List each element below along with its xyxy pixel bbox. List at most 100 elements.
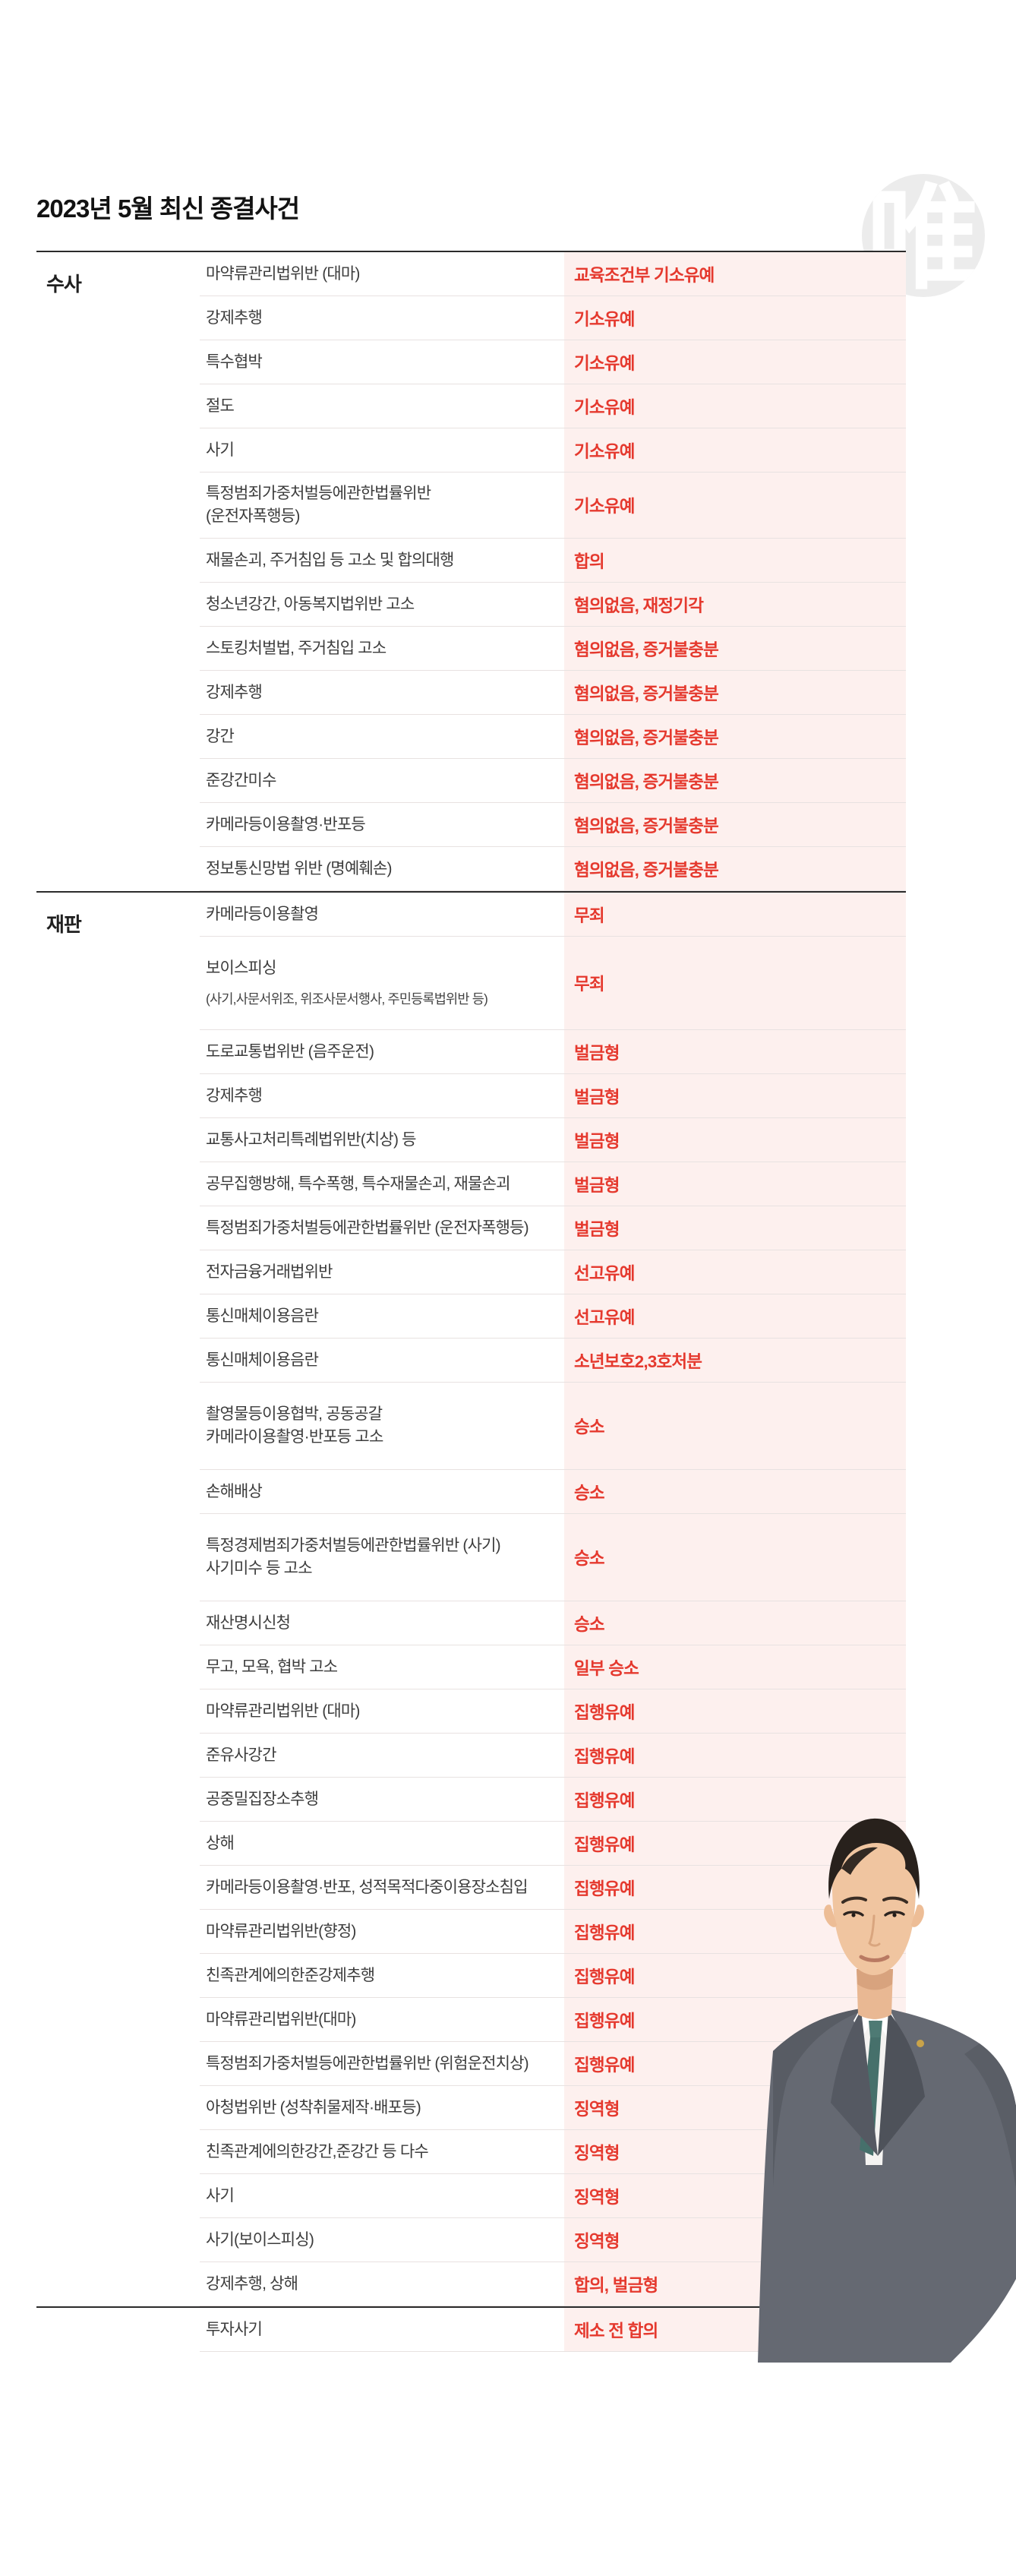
result-cell: 기소유예 [574,397,635,417]
case-cell: 공무집행방해, 특수폭행, 특수재물손괴, 재물손괴 [200,1163,564,1206]
result-cell: 승소 [574,1614,605,1634]
suit-lapel-right [878,2012,925,2156]
result-cell: 벌금형 [574,1175,620,1195]
case-row: 특수협박 기소유예 [200,340,906,384]
result-cell: 혐의없음, 증거불충분 [574,728,719,748]
case-row: 특정범죄가중처벌등에관한법률위반 (위험운전치상) 집행유예 [200,2042,906,2086]
case-row: 공무집행방해, 특수폭행, 특수재물손괴, 재물손괴 벌금형 [200,1162,906,1206]
case-line: 카메라등이용촬영·반포, 성적목적다중이용장소침입 [206,1878,529,1896]
case-line: 공중밀집장소추행 [206,1790,319,1808]
result-cell: 승소 [574,1549,605,1568]
result-cell: 혐의없음, 증거불충분 [574,772,719,792]
result-cell: 승소 [574,1418,605,1437]
case-cell: 통신매체이용음란 [200,1295,564,1338]
result-cell: 징역형 [574,2099,620,2119]
case-row: 무고, 모욕, 협박 고소 일부 승소 [200,1645,906,1689]
case-line: 특수협박 [206,352,263,371]
case-line: 마약류관리법위반 (대마) [206,264,360,283]
case-cell: 강제추행 [200,672,564,714]
case-row: 준유사강간 집행유예 [200,1734,906,1778]
result-cell: 제소 전 합의 [574,2321,658,2341]
case-row: 친족관계에의한강간,준강간 등 다수 징역형 [200,2130,906,2174]
case-line: 촬영물등이용협박, 공동공갈 [206,1405,383,1423]
result-cell: 집행유예 [574,1835,635,1854]
case-results-table: 수사 마약류관리법위반 (대마) 교육조건부 기소유예 강제추행 기소유예 특수… [36,251,906,2352]
case-line: 강제추행 [206,683,263,701]
case-line: 보이스피싱 [206,959,276,977]
case-row: 사기 기소유예 [200,428,906,473]
case-row: 준강간미수 혐의없음, 증거불충분 [200,759,906,803]
case-cell: 상해 [200,1822,564,1865]
case-cell: 마약류관리법위반(대마) [200,1999,564,2041]
case-row: 강제추행 벌금형 [200,1074,906,1118]
case-line: 사기(보이스피싱) [206,2230,314,2249]
case-line: 카메라등이용촬영·반포등 [206,815,366,833]
case-line: 사기미수 등 고소 [206,1560,313,1577]
case-cell: 강제추행 [200,297,564,340]
case-cell: 스토킹처벌법, 주거침입 고소 [200,627,564,670]
case-row: 손해배상 승소 [200,1470,906,1514]
case-line: 스토킹처벌법, 주거침입 고소 [206,639,387,657]
case-line: 통신매체이용음란 [206,1351,319,1369]
hair [828,1818,920,1899]
result-cell: 혐의없음, 증거불충분 [574,640,719,659]
result-cell: 합의, 벌금형 [574,2275,658,2295]
table-section: 재판 카메라등이용촬영 무죄 보이스피싱 (사기,사문서위조, 위조사문서행사, … [36,891,906,2306]
case-line: 카메라이용촬영·반포등 고소 [206,1428,383,1446]
result-cell: 벌금형 [574,1043,620,1063]
case-line: 강간 [206,727,235,745]
result-cell: 무죄 [574,975,605,994]
section-rows: 투자사기 제소 전 합의 [200,2308,906,2352]
case-cell: 사기 [200,429,564,472]
case-row: 재물손괴, 주거침입 등 고소 및 합의대행 합의 [200,539,906,583]
case-row: 도로교통법위반 (음주운전) 벌금형 [200,1030,906,1074]
case-cell: 마약류관리법위반 (대마) [200,253,564,296]
result-cell: 일부 승소 [574,1658,639,1678]
case-line: 손해배상 [206,1482,263,1500]
result-cell: 혐의없음, 증거불충분 [574,860,719,880]
section-label: 수사 [46,273,82,296]
case-row: 카메라등이용촬영 무죄 [200,893,906,937]
case-cell: 특정범죄가중처벌등에관한법률위반 (운전자폭행등) [200,1207,564,1250]
case-line: 마약류관리법위반 (대마) [206,1702,360,1720]
case-cell: 사기(보이스피싱) [200,2219,564,2262]
case-row: 교통사고처리특례법위반(치상) 등 벌금형 [200,1118,906,1162]
case-line: 무고, 모욕, 협박 고소 [206,1658,338,1676]
result-cell: 집행유예 [574,2055,635,2075]
result-cell: 기소유예 [574,353,635,373]
case-row: 사기(보이스피싱) 징역형 [200,2218,906,2262]
result-cell: 집행유예 [574,1923,635,1942]
case-table-sections: 수사 마약류관리법위반 (대마) 교육조건부 기소유예 강제추행 기소유예 특수… [36,251,906,2352]
case-cell: 특정경제범죄가중처벌등에관한법률위반 (사기) 사기미수 등 고소 [200,1514,564,1601]
table-section: 수사 마약류관리법위반 (대마) 교육조건부 기소유예 강제추행 기소유예 특수… [36,251,906,891]
case-row: 친족관계에의한준강제추행 집행유예 [200,1954,906,1998]
case-line: 카메라등이용촬영 [206,905,319,923]
case-cell: 카메라등이용촬영·반포, 성적목적다중이용장소침입 [200,1866,564,1909]
case-line: 강제추행 [206,308,263,327]
result-cell: 벌금형 [574,1219,620,1239]
case-line: 사기 [206,2186,235,2205]
case-line: 통신매체이용음란 [206,1307,319,1325]
case-line: 준유사강간 [206,1746,276,1764]
case-cell: 카메라등이용촬영·반포등 [200,804,564,846]
case-cell: 사기 [200,2175,564,2217]
case-row: 정보통신망법 위반 (명예훼손) 혐의없음, 증거불충분 [200,847,906,891]
result-cell: 합의 [574,552,605,571]
case-line: 마약류관리법위반(향정) [206,1922,356,1940]
result-cell: 기소유예 [574,497,635,516]
case-cell: 친족관계에의한준강제추행 [200,1955,564,1997]
case-line: 마약류관리법위반(대마) [206,2010,356,2028]
page-title: 2023년 5월 최신 종결사건 [36,194,300,223]
table-section: 투자사기 제소 전 합의 [36,2306,906,2352]
case-line: 도로교통법위반 (음주운전) [206,1042,374,1060]
case-row: 마약류관리법위반(향정) 집행유예 [200,1910,906,1954]
case-row: 통신매체이용음란 선고유예 [200,1294,906,1339]
case-cell: 절도 [200,385,564,428]
case-line: 상해 [206,1834,235,1852]
result-cell: 혐의없음, 재정기각 [574,596,704,615]
case-line: 아청법위반 (성착취물제작·배포등) [206,2098,421,2116]
section-rows: 카메라등이용촬영 무죄 보이스피싱 (사기,사문서위조, 위조사문서행사, 주민등… [200,893,906,2306]
case-line: 정보통신망법 위반 (명예훼손) [206,859,393,877]
result-cell: 선고유예 [574,1307,635,1327]
result-cell: 벌금형 [574,1087,620,1107]
